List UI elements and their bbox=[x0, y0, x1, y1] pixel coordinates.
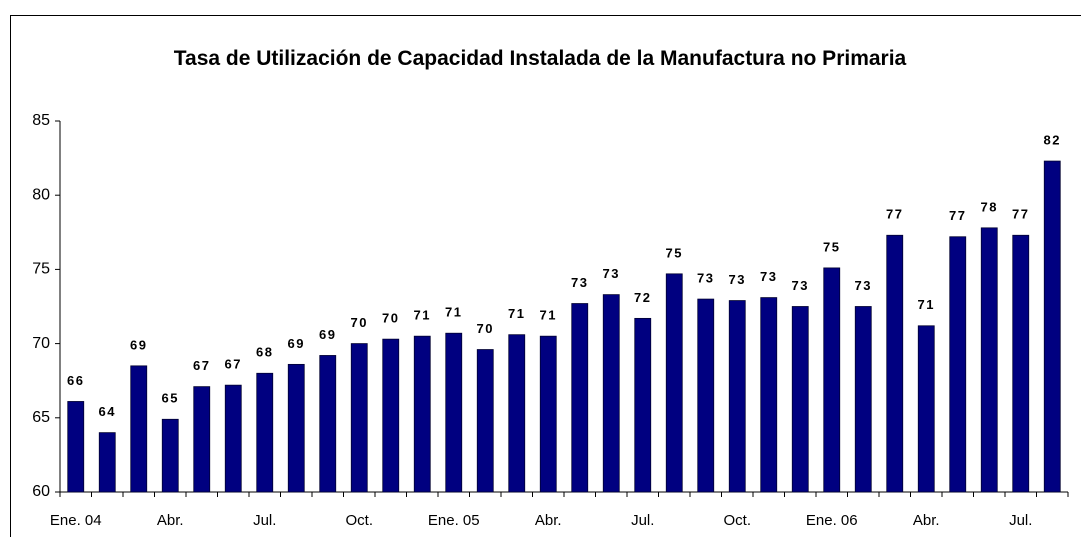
bar bbox=[1012, 234, 1030, 493]
bar bbox=[697, 298, 715, 493]
value-label: 70 bbox=[477, 321, 494, 336]
y-tick-label: 65 bbox=[32, 409, 50, 426]
value-label: 73 bbox=[760, 269, 777, 284]
y-tick-label: 75 bbox=[32, 261, 50, 278]
value-label: 77 bbox=[1012, 207, 1029, 222]
value-label: 69 bbox=[288, 336, 305, 351]
x-tick-label: Jul. bbox=[253, 512, 276, 529]
x-tick-label: Abr. bbox=[157, 512, 184, 529]
bar bbox=[193, 386, 211, 493]
bar bbox=[602, 294, 620, 493]
bar bbox=[854, 306, 872, 493]
value-label: 71 bbox=[414, 308, 431, 323]
bar bbox=[67, 401, 85, 493]
value-label: 82 bbox=[1044, 133, 1061, 148]
bar bbox=[980, 227, 998, 493]
value-label: 78 bbox=[981, 199, 998, 214]
value-label: 73 bbox=[792, 278, 809, 293]
bar bbox=[508, 334, 526, 493]
x-tick-label: Oct. bbox=[723, 512, 751, 529]
x-tick-label: Jul. bbox=[1009, 512, 1032, 529]
value-label: 70 bbox=[382, 311, 399, 326]
bar bbox=[665, 273, 683, 493]
bar bbox=[1043, 160, 1061, 493]
y-tick-label: 80 bbox=[32, 186, 50, 203]
y-tick-label: 85 bbox=[32, 112, 50, 129]
value-label: 69 bbox=[130, 337, 147, 352]
x-tick-label: Ene. 04 bbox=[50, 512, 102, 529]
y-tick-label: 70 bbox=[32, 335, 50, 352]
value-label: 73 bbox=[603, 266, 620, 281]
bar bbox=[571, 303, 589, 493]
value-label: 67 bbox=[225, 357, 242, 372]
value-label: 77 bbox=[949, 208, 966, 223]
value-label: 71 bbox=[508, 306, 525, 321]
bar bbox=[539, 335, 557, 493]
bar bbox=[413, 335, 431, 493]
bar bbox=[161, 418, 179, 493]
chart-title: Tasa de Utilización de Capacidad Instala… bbox=[173, 47, 907, 70]
chart-frame bbox=[10, 15, 1081, 537]
value-label: 73 bbox=[697, 271, 714, 286]
value-label: 68 bbox=[256, 345, 273, 360]
value-label: 72 bbox=[634, 290, 651, 305]
bar bbox=[949, 236, 967, 493]
value-label: 71 bbox=[918, 297, 935, 312]
bar bbox=[130, 365, 148, 493]
value-label: 64 bbox=[99, 404, 116, 419]
bar bbox=[98, 432, 116, 493]
bar bbox=[823, 267, 841, 493]
x-tick-label: Jul. bbox=[631, 512, 654, 529]
x-tick-label: Abr. bbox=[535, 512, 562, 529]
x-tick-label: Ene. 06 bbox=[806, 512, 858, 529]
value-label: 66 bbox=[67, 373, 84, 388]
value-label: 77 bbox=[886, 207, 903, 222]
bar bbox=[350, 343, 368, 493]
value-label: 73 bbox=[571, 275, 588, 290]
x-tick-label: Oct. bbox=[345, 512, 373, 529]
bar bbox=[791, 306, 809, 493]
bar bbox=[319, 355, 337, 493]
bar bbox=[287, 363, 305, 493]
y-tick-label: 60 bbox=[32, 483, 50, 500]
bar bbox=[476, 349, 494, 493]
x-tick-label: Ene. 05 bbox=[428, 512, 480, 529]
bar bbox=[445, 332, 463, 493]
x-tick-label: Abr. bbox=[913, 512, 940, 529]
value-label: 71 bbox=[540, 308, 557, 323]
bar bbox=[917, 325, 935, 493]
value-label: 75 bbox=[823, 239, 840, 254]
value-label: 71 bbox=[445, 305, 462, 320]
bar bbox=[224, 384, 242, 493]
bar bbox=[256, 372, 274, 493]
value-label: 75 bbox=[666, 245, 683, 260]
value-label: 70 bbox=[351, 315, 368, 330]
bar bbox=[886, 234, 904, 493]
bar bbox=[728, 300, 746, 493]
bar bbox=[382, 338, 400, 493]
value-label: 65 bbox=[162, 391, 179, 406]
value-label: 69 bbox=[319, 327, 336, 342]
bar bbox=[760, 297, 778, 493]
value-label: 73 bbox=[729, 272, 746, 287]
bar bbox=[634, 317, 652, 493]
value-label: 73 bbox=[855, 278, 872, 293]
value-label: 67 bbox=[193, 358, 210, 373]
